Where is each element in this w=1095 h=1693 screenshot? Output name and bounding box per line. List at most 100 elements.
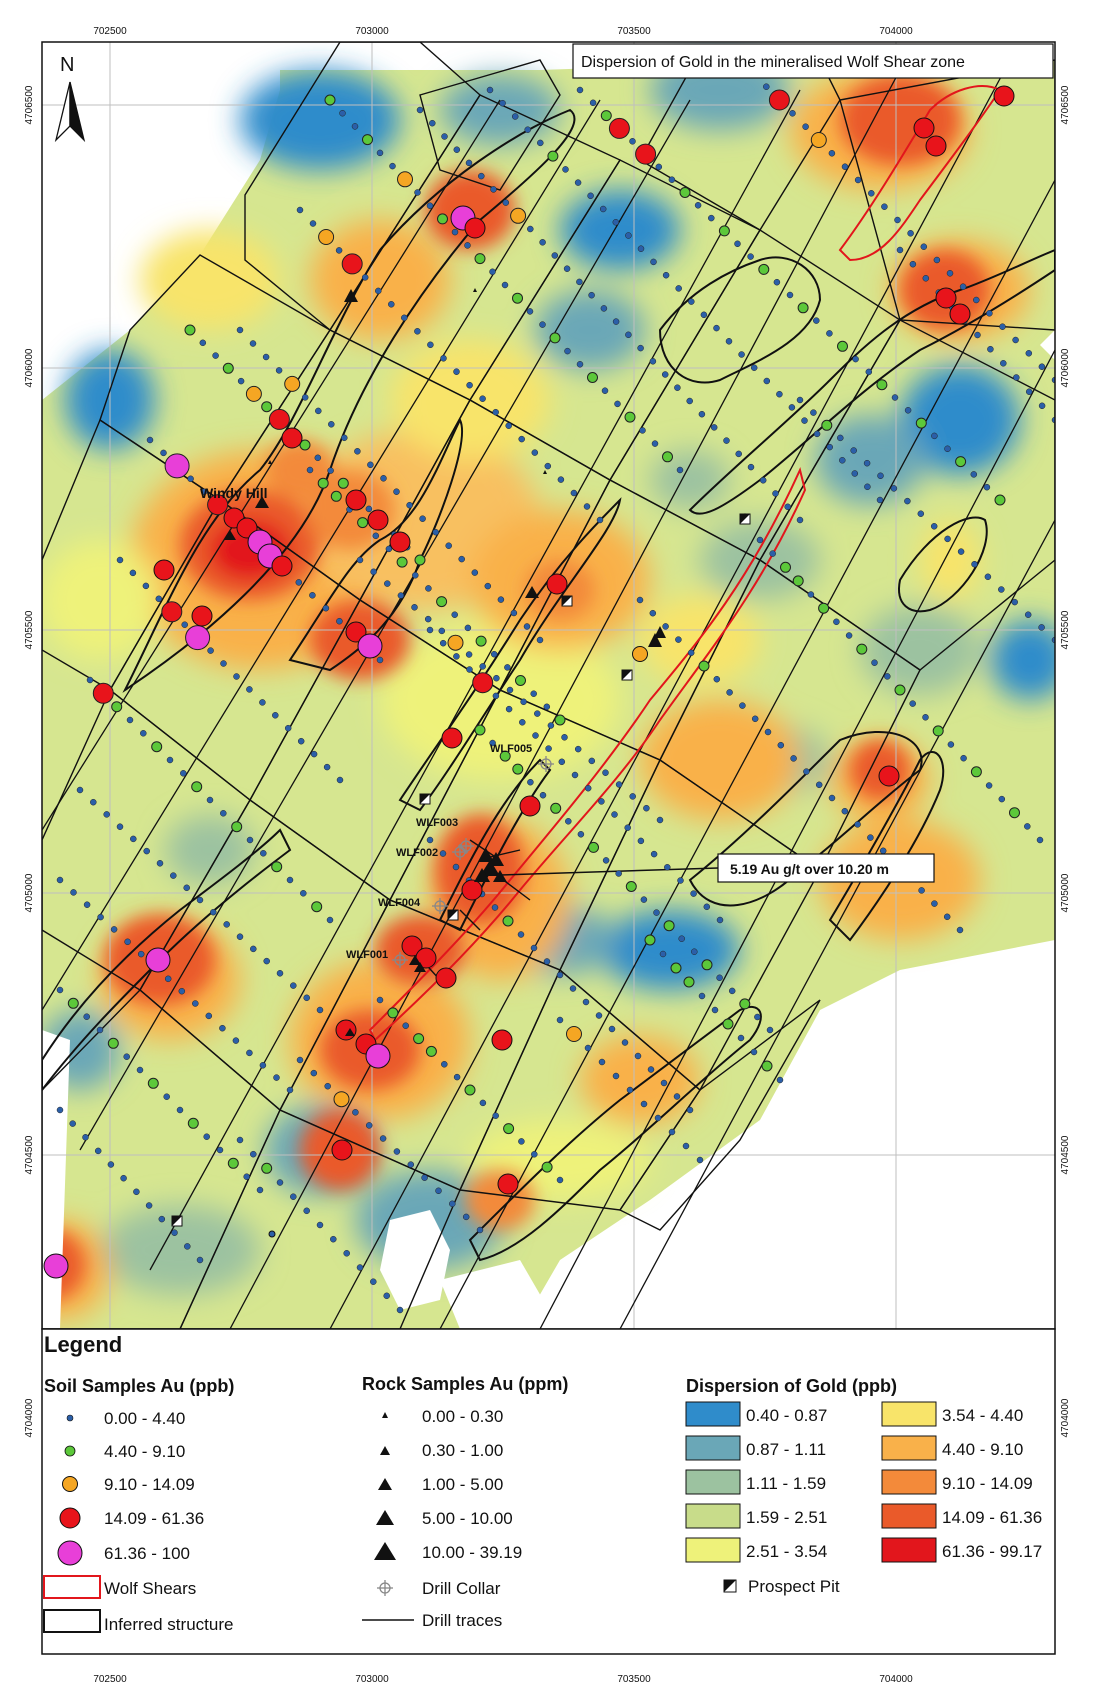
title-box <box>572 43 1054 79</box>
soil-sample-point <box>310 750 318 758</box>
soil-sample-point <box>510 609 518 617</box>
soil-sample-point <box>335 247 343 254</box>
soil-sample-point <box>178 987 186 995</box>
soil-sample-point <box>339 109 346 117</box>
soil-sample-point <box>626 1086 634 1094</box>
soil-sample-point <box>306 466 314 474</box>
soil-sample-point <box>551 252 559 259</box>
soil-sample-point <box>818 602 830 614</box>
soil-sample-point <box>970 766 982 778</box>
soil-sample-point <box>565 818 572 825</box>
soil-sample-point <box>994 494 1006 506</box>
soil-sample-point <box>426 202 434 209</box>
soil-sample-point <box>737 1034 745 1042</box>
soil-sample-point <box>841 163 849 170</box>
soil-legend-label-1: 0.00 - 4.40 <box>104 1409 185 1428</box>
soil-sample-point <box>466 381 473 389</box>
soil-sample-point <box>915 417 927 429</box>
soil-sample-point <box>83 901 91 908</box>
soil-sample-point <box>318 229 335 245</box>
soil-sample-point <box>700 311 708 319</box>
soil-sample-point <box>957 548 965 555</box>
soil-sample-point <box>184 1243 191 1250</box>
soil-sample-point <box>486 86 494 94</box>
soil-sample-point <box>427 341 434 349</box>
soil-sample-point <box>203 1133 210 1140</box>
soil-sample-point <box>637 344 644 352</box>
soil-sample-point <box>713 324 720 332</box>
soil-sample-point <box>502 199 510 206</box>
rock-legend-label-2: 0.30 - 1.00 <box>422 1441 503 1460</box>
soil-sample-point <box>164 975 172 983</box>
soil-sample-point <box>90 798 97 806</box>
soil-sample-point <box>370 1278 377 1285</box>
soil-legend-symbol-1 <box>66 1414 74 1422</box>
soil-sample-point <box>654 1114 662 1122</box>
soil-sample-point <box>130 835 137 843</box>
soil-sample-point <box>518 435 525 443</box>
soil-sample-point <box>345 621 367 643</box>
soil-sample-point <box>272 712 279 719</box>
soil-sample-point <box>246 836 254 844</box>
soil-sample-point <box>780 561 791 573</box>
dispersion-swatch-4 <box>685 1503 741 1529</box>
soil-sample-point <box>110 926 118 933</box>
soil-sample-point <box>396 556 408 568</box>
soil-sample-point <box>133 1188 140 1196</box>
soil-sample-point <box>471 569 479 576</box>
soil-sample-point <box>867 834 874 841</box>
y-tick-left-6: 4704000 <box>24 1398 35 1437</box>
soil-sample-point <box>943 913 951 921</box>
soil-sample-point <box>696 1156 704 1164</box>
soil-sample-point <box>837 340 848 352</box>
soil-sample-point <box>999 323 1006 330</box>
rock-legend-label-5: 10.00 - 39.19 <box>422 1543 522 1562</box>
soil-sample-point <box>983 483 991 491</box>
soil-sample-point <box>608 117 630 139</box>
soil-sample-point <box>441 133 448 140</box>
soil-sample-point <box>576 278 583 286</box>
soil-sample-point <box>426 626 434 634</box>
soil-sample-point <box>694 202 702 209</box>
soil-sample-point <box>588 291 595 299</box>
soil-sample-point <box>383 1292 390 1300</box>
x-tick-top-4: 704000 <box>879 26 913 37</box>
soil-sample-point <box>365 1043 391 1069</box>
soil-sample-point <box>566 1026 582 1042</box>
soil-sample-point <box>884 673 891 680</box>
soil-sample-point <box>599 205 607 213</box>
soil-sample-point <box>501 281 509 289</box>
soil-sample-point <box>484 582 492 590</box>
soil-sample-point <box>543 958 551 965</box>
soil-sample-point <box>286 876 294 884</box>
soil-sample-point <box>637 837 645 845</box>
soil-sample-point <box>574 745 582 753</box>
soil-sample-point <box>376 996 384 1004</box>
soil-sample-point <box>634 1052 642 1060</box>
soil-sample-point <box>464 217 486 239</box>
soil-sample-point <box>651 440 659 447</box>
soil-sample-point <box>396 1306 404 1314</box>
soil-sample-point <box>615 870 622 877</box>
soil-sample-point <box>629 138 636 145</box>
soil-legend-label-3: 9.10 - 14.09 <box>104 1475 195 1494</box>
soil-sample-point <box>1000 360 1007 367</box>
rock-legend-label-3: 1.00 - 5.00 <box>422 1475 503 1494</box>
soil-sample-point <box>930 523 938 530</box>
soil-sample-point <box>170 872 177 879</box>
y-tick-right-2: 4706000 <box>1060 348 1071 387</box>
soil-sample-point <box>984 573 992 581</box>
soil-sample-point <box>973 296 980 304</box>
soil-sample-point <box>701 959 713 971</box>
svg-text:N: N <box>60 54 74 76</box>
soil-sample-point <box>199 339 207 347</box>
y-tick-left-3: 4705500 <box>24 610 35 649</box>
soil-sample-point <box>841 807 849 815</box>
dispersion-legend-title: Dispersion of Gold (ppb) <box>686 1376 897 1396</box>
soil-sample-point <box>660 1079 668 1087</box>
soil-sample-point <box>759 477 767 484</box>
soil-sample-point <box>614 400 621 408</box>
soil-sample-point <box>932 725 944 737</box>
soil-sample-point <box>335 1019 357 1041</box>
